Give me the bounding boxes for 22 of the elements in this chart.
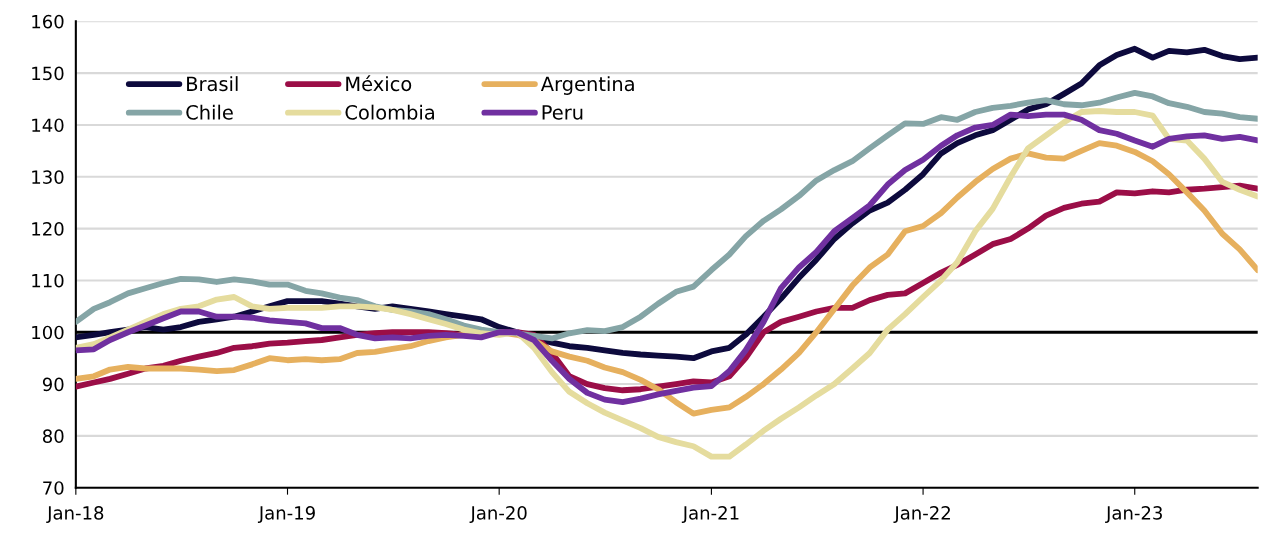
legend-label: Peru [542,105,583,120]
y-tick-label: 120 [32,222,64,236]
y-tick-label: 150 [32,66,64,81]
y-tick-label: 140 [32,118,64,133]
y-tick-label: 100 [32,325,64,340]
legend-label: México [346,75,412,92]
x-tick-label: Jan-21 [681,506,739,524]
legend-label: Argentina [540,76,634,95]
y-tick-label: 110 [32,273,64,288]
y-tick-label: 80 [42,429,64,443]
x-tick-label: Jan-19 [257,506,315,524]
x-tick-label: Jan-20 [469,506,527,524]
x-tick-label: Jan-18 [46,506,104,524]
x-tick-label: Jan-23 [1105,506,1162,524]
legend-label: Colombia [345,104,434,120]
x-tick-label: Jan-22 [893,506,950,524]
y-tick-label: 70 [43,481,64,495]
y-tick-label: 160 [32,14,64,29]
legend-label: Brasil [187,76,238,92]
y-tick-label: 90 [42,377,64,392]
legend-label: Chile [186,104,233,120]
y-tick-label: 130 [32,170,64,184]
